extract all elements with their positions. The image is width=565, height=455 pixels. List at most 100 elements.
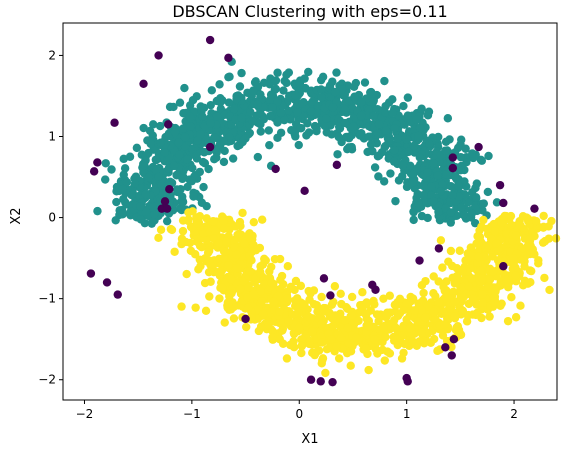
cluster-b-point — [360, 309, 370, 318]
cluster-b-point — [489, 219, 498, 229]
cluster-a-point — [127, 190, 136, 200]
cluster-a-point — [462, 157, 471, 167]
cluster-b-point — [399, 305, 409, 315]
cluster-b-point — [530, 250, 539, 259]
cluster-a-point — [93, 206, 102, 216]
cluster-b-point — [182, 269, 191, 279]
cluster-a-point — [251, 77, 260, 86]
noise-point — [224, 53, 233, 63]
cluster-b-point — [390, 300, 400, 310]
y-tick-label: −2 — [38, 373, 56, 387]
cluster-b-point — [506, 211, 516, 221]
cluster-a-point — [206, 100, 215, 110]
cluster-a-point — [237, 68, 246, 78]
cluster-a-point — [454, 181, 463, 191]
cluster-b-point — [421, 313, 430, 322]
cluster-b-point — [249, 289, 259, 299]
scatter-points — [86, 35, 561, 387]
cluster-a-point — [368, 147, 377, 156]
cluster-b-point — [497, 218, 506, 227]
cluster-b-point — [485, 275, 495, 284]
cluster-a-point — [229, 104, 239, 114]
cluster-b-point — [265, 267, 274, 276]
cluster-b-point — [202, 236, 211, 245]
cluster-a-point — [188, 95, 198, 105]
cluster-b-point — [205, 292, 214, 301]
cluster-a-point — [189, 192, 198, 201]
cluster-a-point — [415, 123, 425, 133]
cluster-b-point — [244, 229, 254, 239]
noise-point — [86, 269, 96, 278]
cluster-b-point — [447, 342, 456, 352]
cluster-a-point — [364, 132, 374, 141]
cluster-a-point — [144, 148, 153, 158]
cluster-a-point — [389, 157, 399, 166]
cluster-a-point — [322, 128, 331, 137]
cluster-b-point — [448, 273, 457, 282]
cluster-b-point — [393, 340, 402, 350]
cluster-a-point — [350, 92, 359, 101]
cluster-b-point — [177, 302, 186, 311]
cluster-a-point — [265, 140, 274, 150]
cluster-b-point — [334, 354, 344, 363]
cluster-a-point — [175, 98, 185, 107]
cluster-a-point — [151, 166, 161, 175]
cluster-b-point — [240, 239, 249, 248]
cluster-a-point — [160, 148, 169, 157]
cluster-b-point — [276, 275, 285, 285]
cluster-a-point — [381, 126, 391, 135]
cluster-b-point — [154, 233, 163, 243]
cluster-a-point — [296, 123, 305, 133]
noise-point — [306, 375, 316, 384]
cluster-a-point — [291, 132, 300, 141]
cluster-a-point — [101, 175, 110, 184]
noise-point — [415, 256, 424, 265]
cluster-a-point — [259, 115, 268, 124]
cluster-a-point — [224, 98, 234, 107]
cluster-b-point — [227, 289, 236, 298]
cluster-a-point — [442, 170, 451, 179]
cluster-a-point — [279, 86, 288, 95]
x-tick-label: −2 — [76, 407, 94, 421]
cluster-a-point — [136, 215, 146, 224]
cluster-b-point — [215, 267, 225, 277]
cluster-a-point — [404, 147, 413, 157]
cluster-b-point — [256, 287, 265, 296]
cluster-a-point — [232, 94, 241, 104]
cluster-a-point — [441, 146, 450, 155]
cluster-b-point — [410, 306, 419, 315]
cluster-b-point — [395, 294, 405, 304]
cluster-b-point — [551, 234, 561, 243]
cluster-a-point — [348, 122, 358, 131]
cluster-a-point — [424, 107, 434, 116]
noise-point — [449, 334, 459, 344]
cluster-a-point — [451, 172, 460, 181]
cluster-a-point — [253, 100, 262, 109]
cluster-a-point — [280, 115, 289, 125]
noise-point — [530, 204, 539, 213]
cluster-b-point — [293, 295, 302, 304]
cluster-a-point — [299, 111, 308, 121]
y-tick-label: 1 — [48, 130, 56, 144]
cluster-b-point — [219, 216, 228, 226]
cluster-b-point — [417, 305, 426, 315]
cluster-b-point — [215, 294, 224, 303]
cluster-b-point — [547, 216, 556, 226]
cluster-b-point — [364, 321, 373, 331]
cluster-b-point — [244, 282, 253, 292]
noise-point — [139, 79, 148, 89]
cluster-a-point — [180, 133, 190, 142]
noise-point — [448, 163, 458, 173]
cluster-a-point — [436, 187, 446, 196]
cluster-b-point — [523, 279, 533, 288]
cluster-a-point — [139, 123, 148, 133]
cluster-a-point — [406, 161, 415, 171]
cluster-b-point — [309, 286, 319, 295]
cluster-a-point — [162, 216, 172, 226]
cluster-a-point — [198, 112, 207, 122]
cluster-b-point — [232, 263, 242, 273]
cluster-a-point — [148, 131, 157, 140]
cluster-b-point — [526, 241, 535, 250]
cluster-b-point — [434, 277, 443, 286]
